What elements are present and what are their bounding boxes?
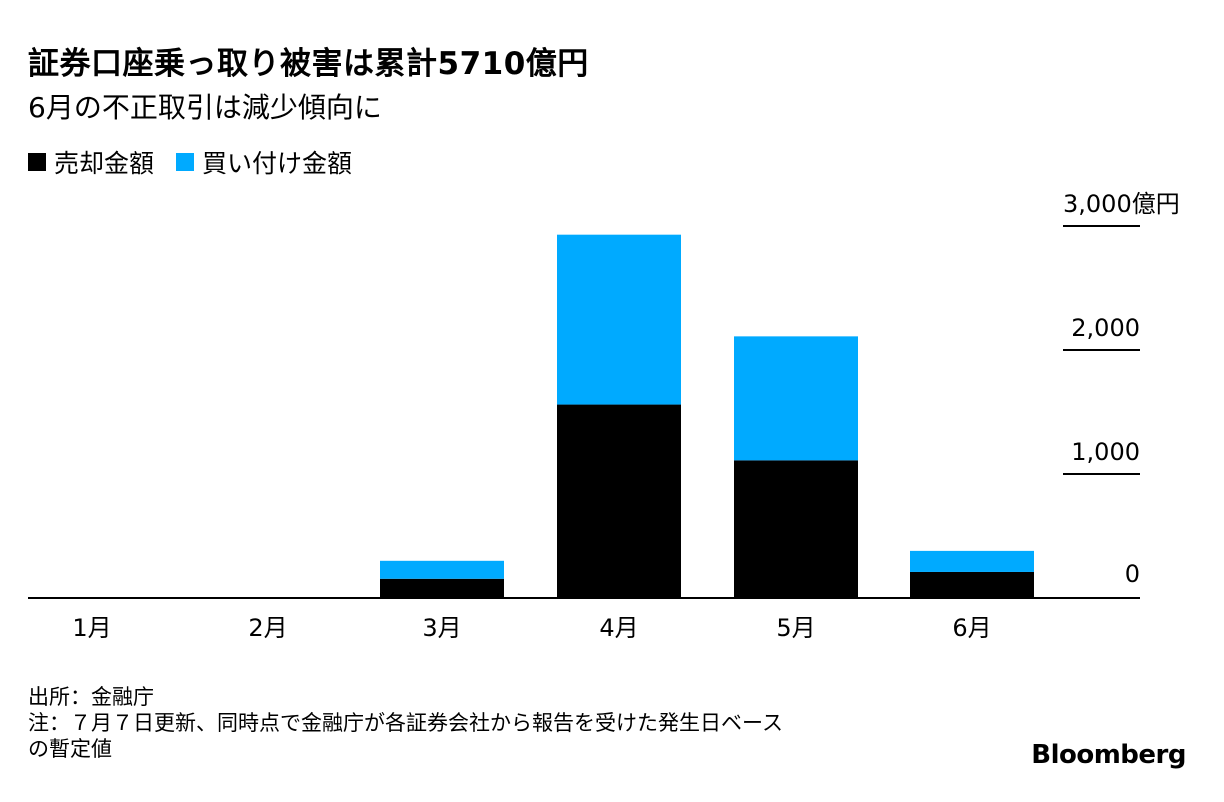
legend-label-buy: 買い付け金額 xyxy=(202,149,353,178)
bar-sell-amount xyxy=(910,571,1034,598)
source-note: 出所：金融庁 xyxy=(28,685,154,709)
x-tick-label: 2月 xyxy=(248,614,287,642)
bar-buy-amount xyxy=(557,234,681,405)
y-tick-label: 2,000 xyxy=(1071,314,1140,342)
legend-item-buy: 買い付け金額 xyxy=(176,144,352,180)
x-tick-label: 3月 xyxy=(422,614,461,642)
y-tick-label: 1,000 xyxy=(1071,438,1140,466)
bar-buy-amount xyxy=(734,336,858,461)
legend-swatch-sell xyxy=(28,153,46,171)
chart-title: 証券口座乗っ取り被害は累計5710億円 xyxy=(28,46,589,82)
x-tick-label: 1月 xyxy=(72,614,111,642)
bar-sell-amount xyxy=(380,578,504,598)
x-tick-label: 6月 xyxy=(952,614,991,642)
footnote-line-1: 注：７月７日更新、同時点で金融庁が各証券会社から報告を受けた発生日ベース xyxy=(28,711,783,735)
y-tick-label: 3,000億円 xyxy=(1063,190,1180,218)
chart-subtitle: 6月の不正取引は減少傾向に xyxy=(28,91,382,124)
bar-buy-amount xyxy=(910,550,1034,572)
x-tick-label: 5月 xyxy=(776,614,815,642)
x-tick-label: 4月 xyxy=(599,614,638,642)
bloomberg-logo: Bloomberg xyxy=(1031,740,1186,770)
footer-notes: 出所：金融庁 注：７月７日更新、同時点で金融庁が各証券会社から報告を受けた発生日… xyxy=(28,684,783,762)
legend-label-sell: 売却金額 xyxy=(54,149,155,178)
stacked-bar-chart: 0 1,000 2,000 3,000億円 1月 2月 3月 4月 5月 6月 xyxy=(28,190,1180,642)
legend-swatch-buy xyxy=(176,153,195,171)
bar-sell-amount xyxy=(557,404,681,598)
y-tick-label: 0 xyxy=(1125,560,1140,588)
bar-buy-amount xyxy=(380,560,504,579)
bar-sell-amount xyxy=(734,460,858,598)
legend-item-sell: 売却金額 xyxy=(28,144,154,180)
legend: 売却金額 買い付け金額 xyxy=(28,144,352,180)
footnote-line-2: の暫定値 xyxy=(28,737,112,761)
